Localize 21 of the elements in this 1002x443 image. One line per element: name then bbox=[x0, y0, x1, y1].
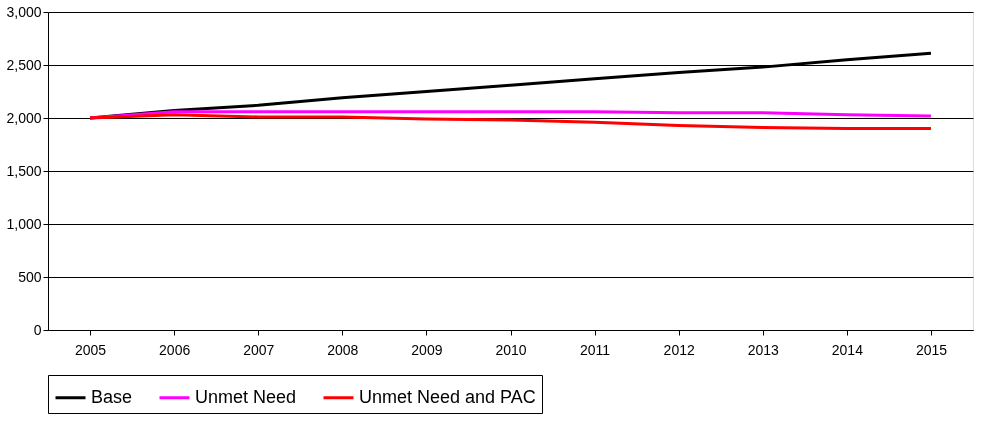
y-tick-label: 500 bbox=[18, 268, 42, 285]
x-tick-label: 2011 bbox=[580, 341, 611, 358]
y-tick-label: 1,500 bbox=[6, 162, 42, 179]
y-tick-label: 1,000 bbox=[6, 215, 42, 232]
x-tick-label: 2007 bbox=[243, 341, 275, 358]
x-tick-label: 2008 bbox=[327, 341, 359, 358]
y-tick-label: 2,000 bbox=[6, 109, 42, 126]
legend-label: Unmet Need bbox=[195, 386, 297, 407]
x-tick-label: 2013 bbox=[747, 341, 780, 358]
x-tick-label: 2012 bbox=[663, 341, 695, 358]
legend-label: Base bbox=[91, 386, 133, 407]
y-tick-label: 3,000 bbox=[6, 3, 42, 20]
x-tick-label: 2010 bbox=[495, 341, 527, 358]
y-tick-label: 0 bbox=[33, 321, 42, 338]
legend-label: Unmet Need and PAC bbox=[359, 386, 536, 407]
x-tick-label: 2005 bbox=[74, 341, 107, 358]
x-tick-label: 2009 bbox=[411, 341, 443, 358]
x-tick-label: 2015 bbox=[915, 341, 948, 358]
x-tick-label: 2006 bbox=[159, 341, 191, 358]
y-tick-label: 2,500 bbox=[6, 56, 42, 73]
x-tick-label: 2014 bbox=[831, 341, 864, 358]
